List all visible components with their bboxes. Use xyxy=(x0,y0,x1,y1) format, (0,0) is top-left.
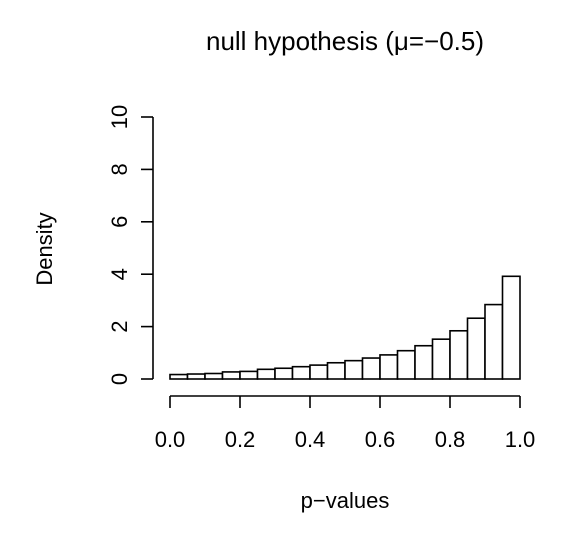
histogram-bar xyxy=(379,354,399,380)
histogram-bar xyxy=(309,364,329,380)
histogram-bar xyxy=(361,357,381,380)
histogram-bars xyxy=(169,275,521,380)
y-tick-label: 6 xyxy=(107,216,132,228)
histogram-bar xyxy=(239,370,259,380)
y-tick-label: 10 xyxy=(107,105,132,129)
histogram-bar xyxy=(396,349,416,380)
chart-title: null hypothesis (μ=−0.5) xyxy=(206,26,484,56)
histogram-bar xyxy=(466,317,486,380)
histogram-bar xyxy=(204,372,224,380)
y-axis-label: Density xyxy=(32,212,57,285)
x-tick-label: 0.4 xyxy=(295,427,326,452)
histogram-bar xyxy=(326,361,346,380)
x-axis: 0.0 0.2 0.4 0.6 0.8 1.0 xyxy=(155,395,536,452)
y-tick-label: 4 xyxy=(107,268,132,280)
histogram-bar xyxy=(291,365,311,380)
histogram-bar xyxy=(274,367,294,380)
histogram-bar xyxy=(344,359,364,380)
histogram-bar xyxy=(169,373,189,380)
histogram-bar xyxy=(431,338,451,380)
y-axis: 0 2 4 6 8 10 xyxy=(107,105,154,385)
y-tick-label: 8 xyxy=(107,163,132,175)
histogram-bar xyxy=(449,329,469,380)
histogram-bar xyxy=(501,275,521,380)
x-tick-label: 0.0 xyxy=(155,427,186,452)
x-tick-label: 0.8 xyxy=(435,427,466,452)
histogram-bar xyxy=(256,368,276,380)
histogram-bar xyxy=(186,373,206,380)
histogram-bar xyxy=(484,303,504,380)
x-axis-label: p−values xyxy=(301,488,390,513)
histogram-bar xyxy=(221,371,241,380)
x-tick-label: 1.0 xyxy=(505,427,536,452)
x-tick-label: 0.6 xyxy=(365,427,396,452)
y-tick-label: 0 xyxy=(107,373,132,385)
x-tick-label: 0.2 xyxy=(225,427,256,452)
histogram-bar xyxy=(414,344,434,380)
y-tick-label: 2 xyxy=(107,320,132,332)
